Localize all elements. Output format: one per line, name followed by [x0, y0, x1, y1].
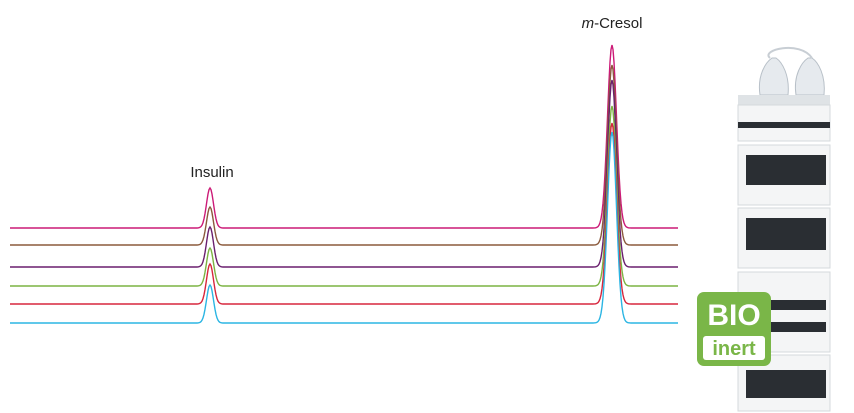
trace	[10, 64, 678, 246]
bottle	[794, 57, 825, 96]
tubing	[767, 46, 813, 59]
module-window	[746, 155, 826, 185]
traces	[10, 44, 678, 324]
bio-inert-badge: BIO inert	[697, 292, 771, 366]
module-band	[746, 322, 826, 332]
module-window	[746, 370, 826, 398]
bottle	[758, 57, 789, 96]
module-band	[746, 300, 826, 310]
trace	[10, 44, 678, 229]
badge-bottom: inert	[712, 338, 756, 360]
peak-label-italic: m	[582, 15, 595, 32]
trace	[10, 131, 678, 324]
peak-label: m-Cresol	[582, 15, 643, 32]
tray	[738, 95, 830, 105]
badge-top: BIO	[707, 299, 760, 332]
trace	[10, 122, 678, 305]
trace	[10, 79, 678, 268]
peak-label-rest: -Cresol	[594, 15, 642, 32]
module-band	[738, 122, 830, 128]
module-window	[746, 218, 826, 250]
peak-label: Insulin	[190, 164, 233, 181]
instrument	[737, 46, 831, 412]
badge-inner	[703, 336, 765, 360]
trace	[10, 105, 678, 287]
